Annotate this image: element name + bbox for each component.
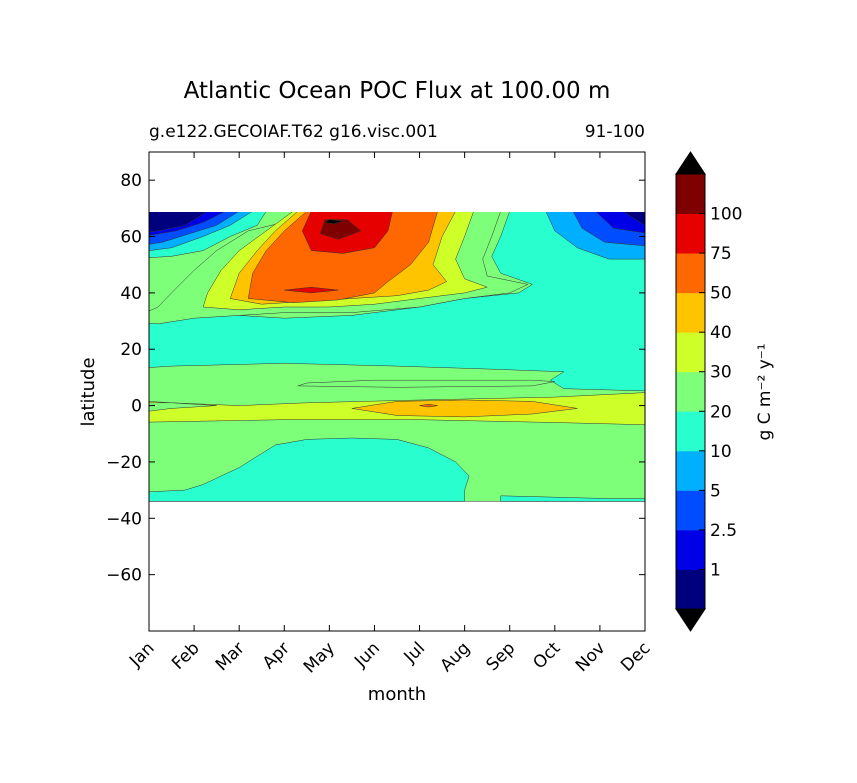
contour-band-10-20-south	[149, 437, 470, 502]
colorbar-segment	[676, 253, 705, 294]
colorbar-tick-label: 20	[710, 402, 732, 422]
y-tick-label: 0	[131, 397, 142, 417]
chart-title: Atlantic Ocean POC Flux at 100.00 m	[184, 78, 611, 104]
colorbar-segment	[676, 332, 705, 373]
contour-field	[149, 212, 645, 502]
x-tick-label: Jun	[350, 638, 384, 672]
x-tick-label: Apr	[259, 638, 294, 673]
colorbar-ticks: 1 2.5 5 10 20 30 40 50 75 100	[699, 205, 742, 580]
colorbar	[675, 151, 706, 632]
chart-subtitle-left: g.e122.GECOIAF.T62 g16.visc.001	[149, 122, 438, 142]
chart-subtitle-right: 91-100	[585, 122, 645, 142]
contour-band-100-125	[319, 219, 362, 240]
x-tick-label: Feb	[168, 638, 203, 673]
y-tick-label: 80	[120, 171, 142, 191]
colorbar-segment	[676, 292, 705, 333]
y-axis-label: latitude	[78, 357, 99, 426]
contour-band-20-30-tongue	[297, 379, 555, 388]
contour-band-20-30-west	[149, 402, 217, 412]
colorbar-extend-high	[675, 151, 706, 175]
y-tick-label: 40	[120, 284, 142, 304]
y-tick-label: 20	[120, 340, 142, 360]
y-axis: 80 60 40 20 0 −20 −40 −60	[106, 171, 645, 586]
contour-band-50-75-north	[247, 212, 438, 303]
x-tick-label: Jan	[125, 638, 158, 671]
y-tick-label: −40	[106, 509, 142, 529]
colorbar-tick-label: 10	[710, 442, 732, 462]
plot-frame	[148, 151, 646, 632]
x-axis-label: month	[368, 684, 426, 705]
colorbar-frame	[675, 173, 706, 610]
x-tick-label: Sep	[482, 638, 519, 675]
x-tick-label: Oct	[529, 638, 564, 673]
colorbar-segment	[676, 411, 705, 452]
colorbar-extend-low	[675, 608, 706, 632]
colorbar-tick-label: 5	[710, 481, 721, 501]
contour-band-0-1-nw	[149, 212, 207, 232]
x-tick-label: Mar	[212, 638, 249, 675]
x-tick-label: Nov	[572, 638, 610, 676]
colorbar-segment	[676, 569, 705, 610]
colorbar-label: g C m⁻² y⁻¹	[755, 343, 775, 440]
x-tick-label: Jul	[400, 638, 429, 667]
colorbar-tick-label: 40	[710, 323, 732, 343]
colorbar-segment	[676, 490, 705, 531]
contour-band-above-125	[324, 219, 343, 225]
contour-band-50-75-equator	[419, 403, 438, 408]
colorbar-segment	[676, 371, 705, 412]
colorbar-tick-label: 75	[710, 244, 732, 264]
colorbar-segment	[676, 450, 705, 491]
colorbar-tick-label: 100	[710, 205, 742, 225]
colorbar-tick-label: 50	[710, 284, 732, 304]
x-tick-label: May	[300, 638, 339, 677]
colorbar-tick-label: 30	[710, 363, 732, 383]
colorbar-tick-label: 1	[710, 560, 721, 580]
x-tick-label: Aug	[437, 638, 475, 676]
contour-band-0-1-ne	[623, 212, 645, 226]
colorbar-segment	[676, 529, 705, 570]
y-tick-label: −20	[106, 453, 142, 473]
contour-band-40-50-equator	[351, 399, 578, 418]
x-tick-label: Dec	[617, 638, 654, 675]
colorbar-segment	[676, 174, 705, 214]
colorbar-tick-label: 2.5	[710, 521, 737, 541]
y-tick-label: −60	[106, 566, 142, 586]
contour-band-10-20-southeast	[500, 495, 645, 502]
contour-band-75-100-patch	[284, 286, 339, 294]
y-tick-label: 60	[120, 228, 142, 248]
colorbar-segment	[676, 213, 705, 254]
